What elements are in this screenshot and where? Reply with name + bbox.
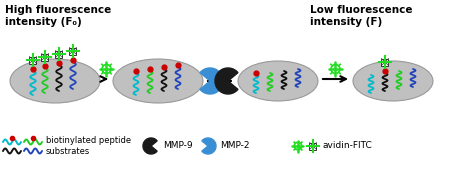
Ellipse shape <box>238 61 318 101</box>
Text: avidin-FITC: avidin-FITC <box>323 141 373 151</box>
Text: Low fluorescence
intensity (F): Low fluorescence intensity (F) <box>310 5 412 27</box>
Bar <box>70 47 76 54</box>
Ellipse shape <box>10 59 100 103</box>
Wedge shape <box>200 68 223 94</box>
Ellipse shape <box>113 59 203 103</box>
Wedge shape <box>215 68 238 94</box>
Text: High fluorescence
intensity (F₀): High fluorescence intensity (F₀) <box>5 5 111 27</box>
Ellipse shape <box>353 61 433 101</box>
Text: biotinylated peptide
substrates: biotinylated peptide substrates <box>46 136 131 156</box>
Text: MMP-2: MMP-2 <box>220 141 249 151</box>
Bar <box>42 54 48 61</box>
Text: MMP-9: MMP-9 <box>163 141 192 151</box>
Wedge shape <box>202 138 216 154</box>
Bar <box>310 142 317 150</box>
Bar <box>382 58 389 66</box>
Bar <box>29 56 36 64</box>
Wedge shape <box>143 138 157 154</box>
Bar <box>55 51 63 57</box>
